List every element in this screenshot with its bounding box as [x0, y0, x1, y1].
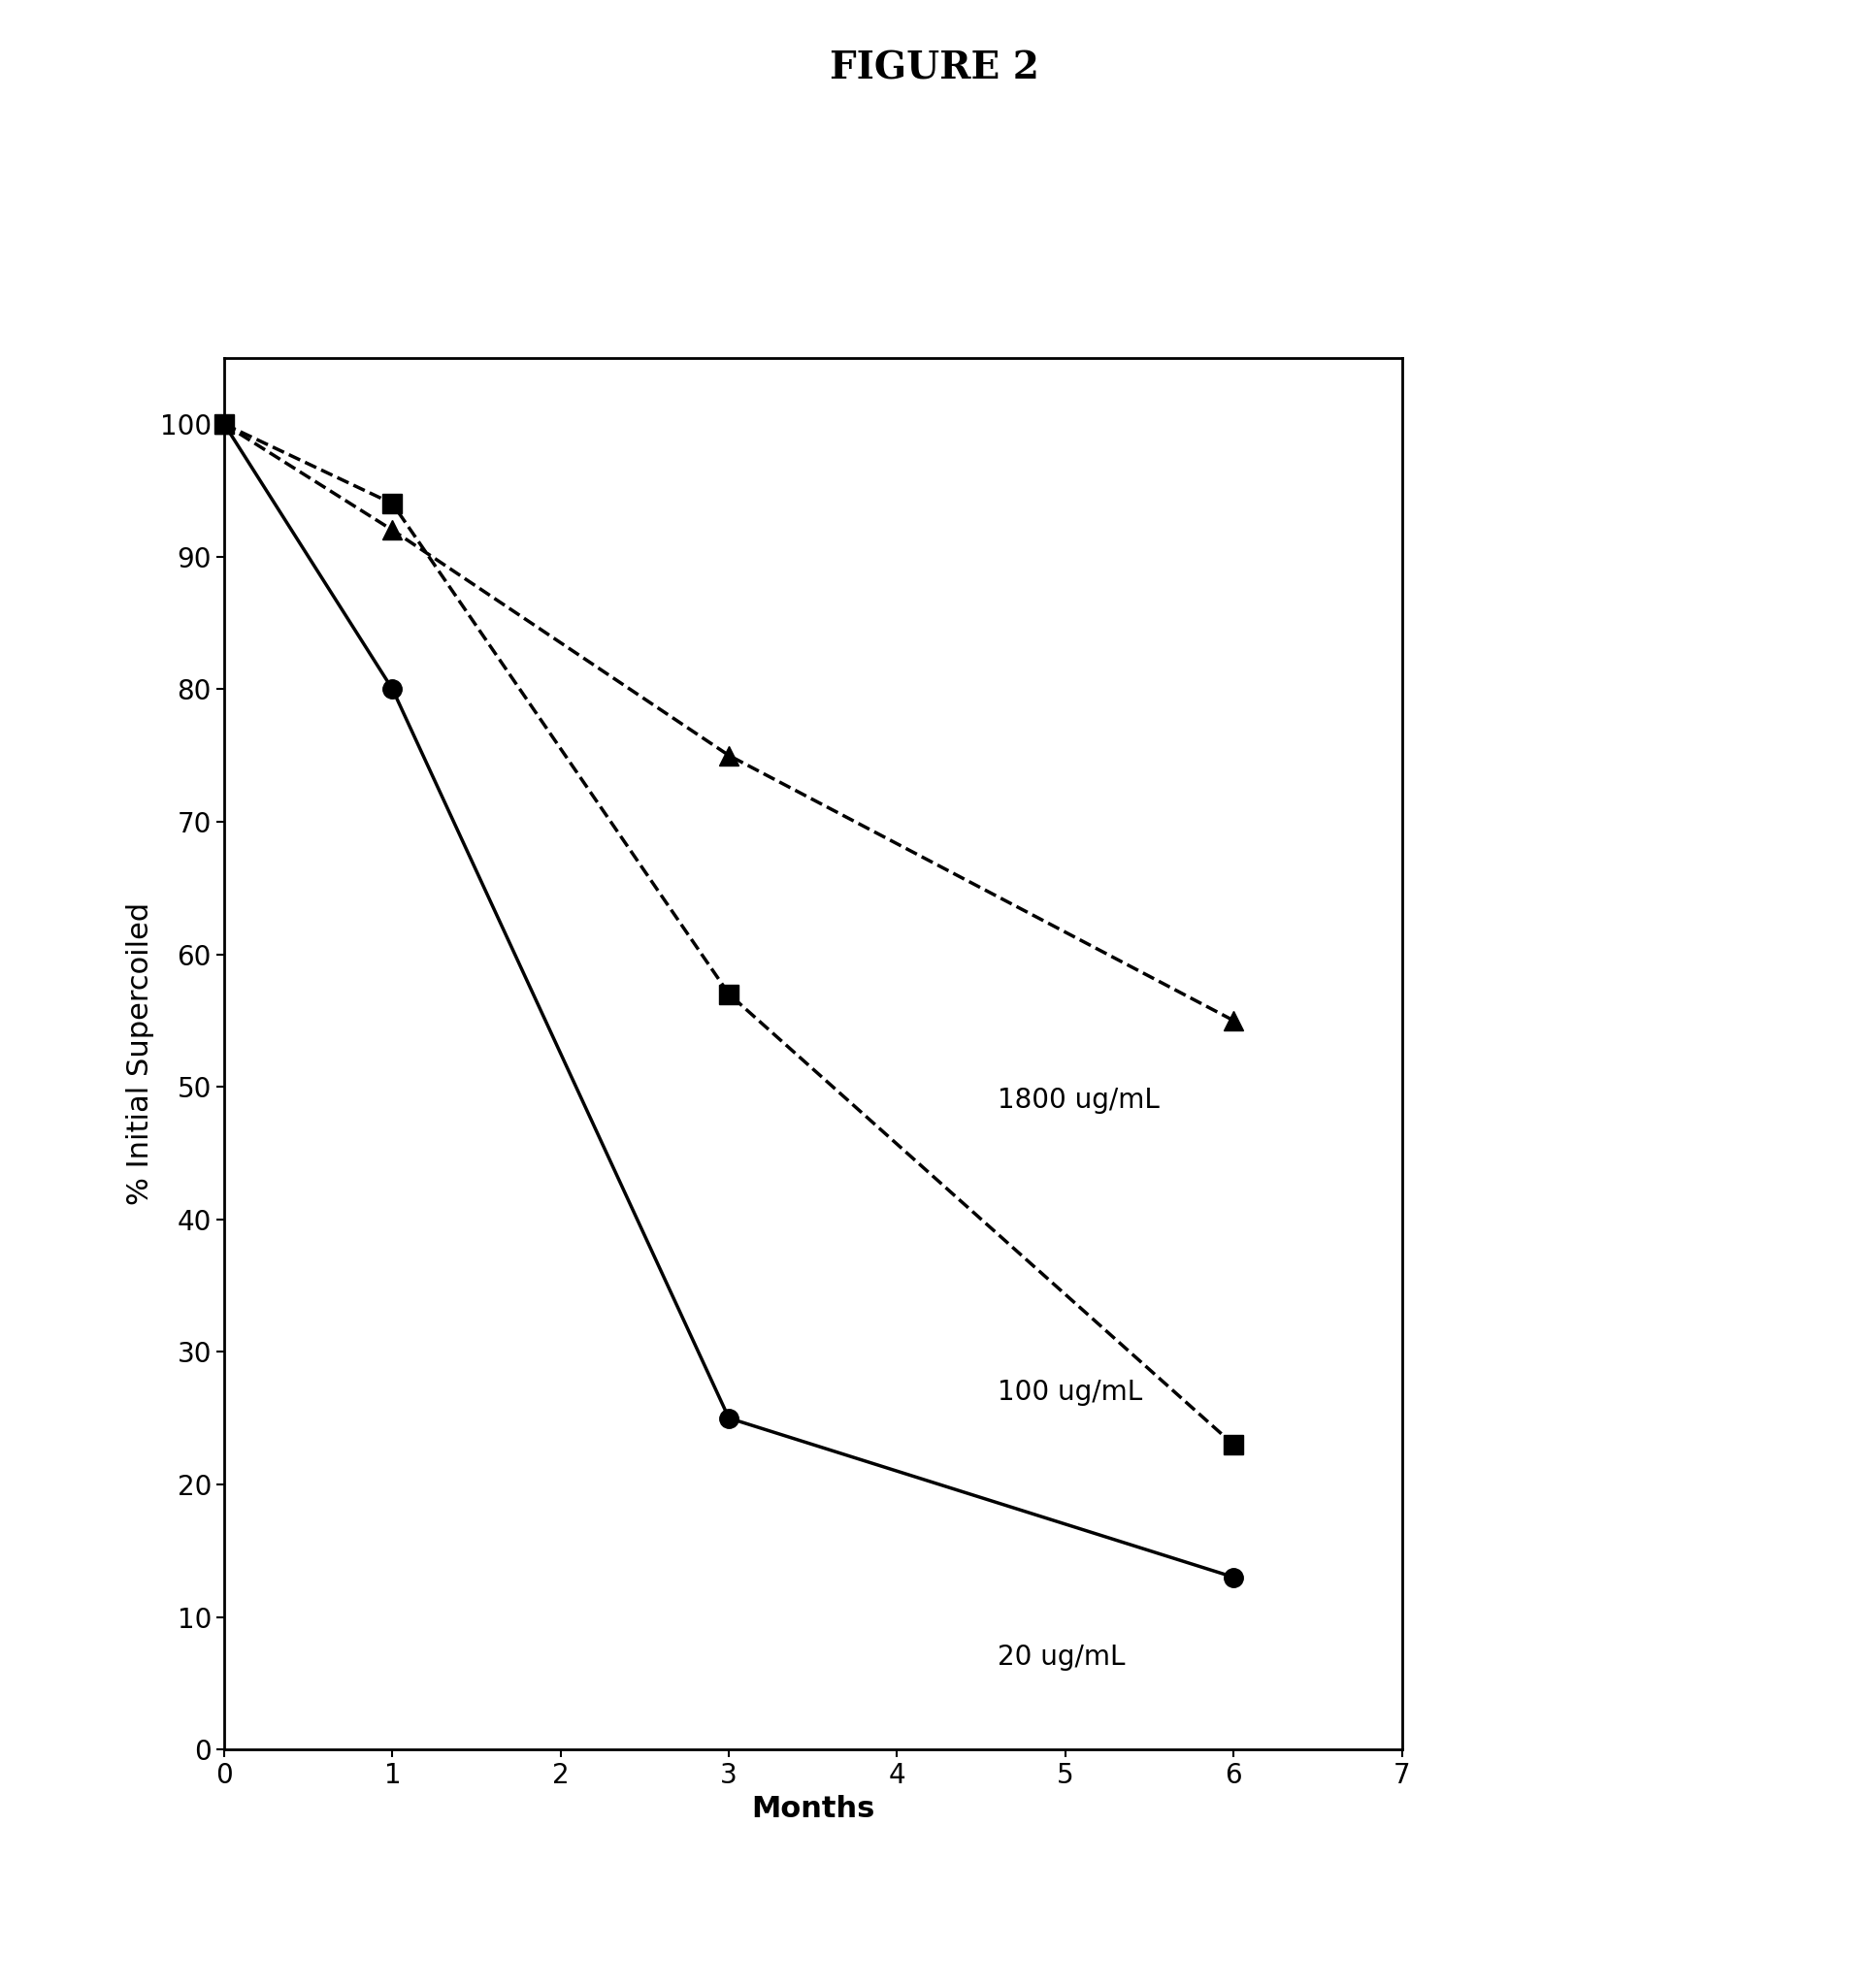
Text: 100 ug/mL: 100 ug/mL	[998, 1378, 1142, 1406]
Text: 1800 ug/mL: 1800 ug/mL	[998, 1087, 1161, 1113]
Y-axis label: % Initial Supercoiled: % Initial Supercoiled	[127, 903, 155, 1205]
Text: FIGURE 2: FIGURE 2	[830, 50, 1039, 87]
X-axis label: Months: Months	[751, 1795, 875, 1823]
Text: 20 ug/mL: 20 ug/mL	[998, 1644, 1125, 1670]
